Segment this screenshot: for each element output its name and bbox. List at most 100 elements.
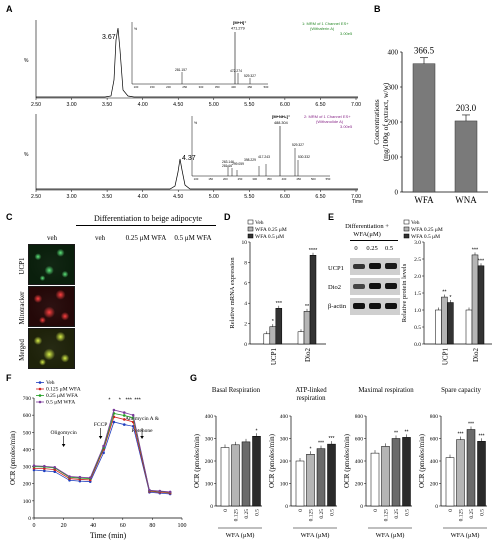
ms-bottom-ion: [M+NH₄]⁺ <box>272 114 290 119</box>
ms-top-peak-3: 529.327 <box>244 74 256 78</box>
ms-bottom-tick-label: 450 <box>296 177 301 181</box>
g-subplot-title: Spare capacity <box>441 387 481 394</box>
chrom-top-tick-label: 2.50 <box>31 102 41 108</box>
g-dose-label: 0.5 <box>330 509 336 516</box>
g-y-tick-label: 0 <box>285 504 288 510</box>
g-sig: *** <box>318 441 324 447</box>
ms-top-tick-label: 500 <box>264 85 269 89</box>
f-series-point <box>122 423 126 426</box>
e-bar <box>471 254 479 345</box>
f-series-point <box>78 475 82 479</box>
g-sig: *** <box>328 436 334 442</box>
panel-label-d: D <box>224 212 231 222</box>
panel-c-row-label-3: Merged <box>18 339 26 361</box>
ms-bottom-peak-5: 417.243 <box>258 155 270 159</box>
g-y-tick-label: 200 <box>355 482 364 488</box>
d-sig: * <box>272 319 275 325</box>
blot-band <box>353 284 365 289</box>
f-series-point <box>32 464 36 468</box>
g-dose-label: 0.125 <box>309 509 315 522</box>
d-y-label: Relative mRNA expression <box>229 257 236 329</box>
g-y-tick-label: 800 <box>430 414 439 420</box>
g-dose-label: 0.25 <box>244 509 250 519</box>
panel-e-header-2: WFA(μM) <box>353 231 381 238</box>
micrograph-mitotracker-4 <box>28 286 75 327</box>
chrom-top-pct: % <box>24 58 29 64</box>
chrom-bottom-tick-label: 3.00 <box>67 194 77 200</box>
blot-band <box>369 283 381 289</box>
f-series-point <box>53 470 57 474</box>
ms-bottom-tick-label: 200 <box>223 177 228 181</box>
g-bar <box>241 441 251 507</box>
chrom-bottom-tick-label: 4.50 <box>173 194 183 200</box>
e-y-tick-label: 3.0 <box>414 240 421 246</box>
panel-e-dose-3: 0.5 <box>384 245 394 252</box>
ms-bottom-tick-label: 400 <box>282 177 287 181</box>
e-y-tick-label: 0.0 <box>414 342 421 348</box>
blot-band <box>353 264 365 269</box>
g-y-label: OCR (pmoles/min) <box>268 433 276 488</box>
chrom-bottom-tick-label: 2.50 <box>31 194 41 200</box>
g-y-tick-label: 200 <box>205 459 214 465</box>
f-series-point <box>131 413 135 417</box>
b-bar <box>454 120 478 193</box>
blot-band <box>369 303 381 309</box>
chrom-bottom-tick-label: 7.00 <box>351 194 361 200</box>
f-series-point <box>43 469 46 473</box>
chrom-top-tick-label: 4.00 <box>138 102 148 108</box>
b-y-tick-label: 200 <box>388 119 399 127</box>
e-y-tick-label: 1.0 <box>414 308 421 314</box>
e-legend-label: WFA 0.25 μM <box>411 227 443 233</box>
chromatogram-bottom-trace <box>36 158 358 190</box>
chrom-top-tick-label: 6.50 <box>315 102 325 108</box>
b-value-label: 203.0 <box>456 103 477 113</box>
f-x-tick-label: 40 <box>90 523 96 529</box>
f-y-tick-label: 300 <box>23 465 32 471</box>
d-sig: **** <box>309 248 318 254</box>
f-x-label: Time (min) <box>90 531 127 540</box>
chrom-top-tick-label: 3.50 <box>102 102 112 108</box>
f-annotation: Oligomycin <box>50 430 77 436</box>
blot-strip-dio2 <box>350 278 400 295</box>
e-y-tick-label: 2.0 <box>414 274 421 280</box>
chrom-bottom-peak: 4.37 <box>182 155 196 162</box>
g-bar <box>295 460 305 507</box>
f-sig: * <box>119 397 122 403</box>
d-y-tick-label: 2 <box>244 322 247 328</box>
e-y-label: Relative protein levels <box>401 263 408 322</box>
blot-band <box>385 263 397 269</box>
e-bar <box>465 309 473 345</box>
g-y-tick-label: 200 <box>430 482 439 488</box>
g-dose-label: 0 <box>373 509 379 512</box>
e-y-tick-label: 2.5 <box>414 257 421 263</box>
chrom-bottom-tick-label: 6.00 <box>280 194 290 200</box>
b-bar <box>412 63 436 193</box>
chrom-bottom-tick-label: 3.50 <box>102 194 112 200</box>
chrom-top-tick-label: 5.00 <box>209 102 219 108</box>
g-y-tick-label: 300 <box>280 437 289 443</box>
g-dose-label: 0.25 <box>319 509 325 519</box>
g-bar <box>402 437 411 507</box>
g-dose-label: 0.125 <box>234 509 240 522</box>
panel-label-f: F <box>6 373 12 383</box>
d-y-tick-label: 10 <box>242 240 248 246</box>
b-y-label-1: Concentrations <box>372 99 381 144</box>
g-bar <box>306 454 315 507</box>
f-series-point <box>148 488 151 492</box>
ms-top-pct: % <box>134 27 137 31</box>
ms-bottom-ion-mz: 488.304 <box>274 121 288 125</box>
f-series-point <box>43 464 46 468</box>
g-sig: ** <box>394 431 398 437</box>
g-dose-label: 0.5 <box>255 509 261 516</box>
panel-c-col-label-1: veh <box>46 234 58 242</box>
ms-bottom-legend-3: 3.00e5 <box>340 124 353 129</box>
d-category-label: UCP1 <box>270 348 278 366</box>
g-y-label: OCR (pmoles/min) <box>418 433 426 488</box>
b-y-tick-label: 0 <box>395 189 399 197</box>
e-sig: ** <box>442 290 447 296</box>
chrom-bottom-xlabel: Time <box>352 199 363 205</box>
f-y-tick-label: 100 <box>23 499 32 505</box>
panel-e-chart: 0.00.51.01.52.02.53.0***UCP1******Dio2Ve… <box>401 219 492 365</box>
chrom-top-tick-label: 3.00 <box>67 102 77 108</box>
f-legend-marker <box>38 394 42 397</box>
